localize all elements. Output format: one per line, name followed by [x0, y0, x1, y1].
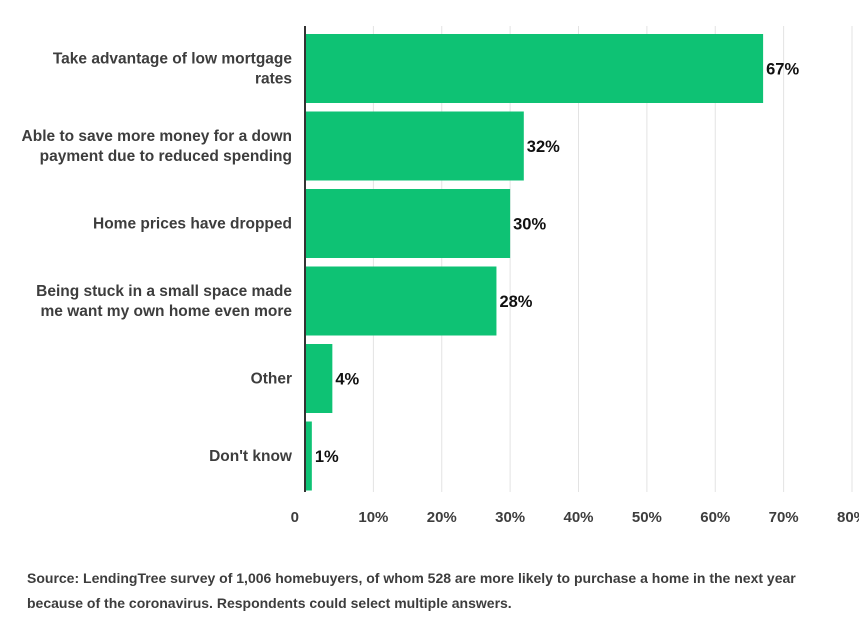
category-label-4: Other — [251, 371, 292, 388]
category-label-5: Don't know — [209, 448, 293, 465]
x-tick-label-10: 10% — [358, 509, 388, 526]
bar-4 — [306, 344, 333, 413]
x-tick-label-60: 60% — [700, 509, 730, 526]
category-label-3-line-0: Being stuck in a small space made — [36, 283, 292, 300]
category-label-0-line-0: Take advantage of low mortgage — [53, 51, 293, 68]
category-label-5-line-0: Don't know — [209, 448, 293, 465]
category-label-2: Home prices have dropped — [93, 216, 292, 233]
category-label-1: Able to save more money for a down paymen… — [22, 128, 292, 165]
value-label-4: 4% — [335, 371, 359, 389]
x-tick-label-30: 30% — [495, 509, 525, 526]
bar-5 — [306, 421, 312, 491]
x-tick-label-50: 50% — [632, 509, 662, 526]
bar-chart: Take advantage of low mortgage rates Able … — [22, 26, 859, 526]
gridlines — [372, 26, 853, 492]
value-label-5: 1% — [315, 448, 339, 466]
category-label-2-line-0: Home prices have dropped — [93, 216, 292, 233]
x-tick-label-40: 40% — [563, 509, 593, 526]
category-label-1-line-1: payment due to reduced spending — [40, 148, 292, 165]
bar-1 — [306, 111, 524, 181]
bar-2 — [306, 189, 511, 258]
category-label-3-line-1: me want my own home even more — [40, 303, 292, 320]
x-axis-tick-labels: 0 10% 20% 30% 40% 50% 60% 70% 80% — [291, 509, 859, 526]
x-tick-label-70: 70% — [769, 509, 799, 526]
bar-3 — [306, 266, 497, 336]
category-label-0: Take advantage of low mortgage rates — [53, 51, 293, 88]
value-labels: 67% 32% 30% 28% 4% 1% — [315, 61, 800, 467]
category-label-4-line-0: Other — [251, 371, 292, 388]
category-label-0-line-1: rates — [255, 71, 292, 88]
bar-0 — [306, 34, 764, 103]
value-label-1: 32% — [527, 138, 560, 156]
x-tick-label-0: 0 — [291, 509, 299, 526]
source-note: Source: LendingTree survey of 1,006 home… — [27, 570, 796, 611]
value-label-0: 67% — [766, 61, 799, 79]
bars — [306, 34, 764, 491]
category-label-1-line-0: Able to save more money for a down — [22, 128, 292, 145]
value-label-3: 28% — [499, 293, 532, 311]
category-label-3: Being stuck in a small space made me want… — [36, 283, 292, 320]
x-tick-label-80: 80% — [837, 509, 859, 526]
x-tick-label-20: 20% — [427, 509, 457, 526]
value-label-2: 30% — [513, 216, 546, 234]
category-labels: Take advantage of low mortgage rates Able … — [22, 51, 293, 466]
